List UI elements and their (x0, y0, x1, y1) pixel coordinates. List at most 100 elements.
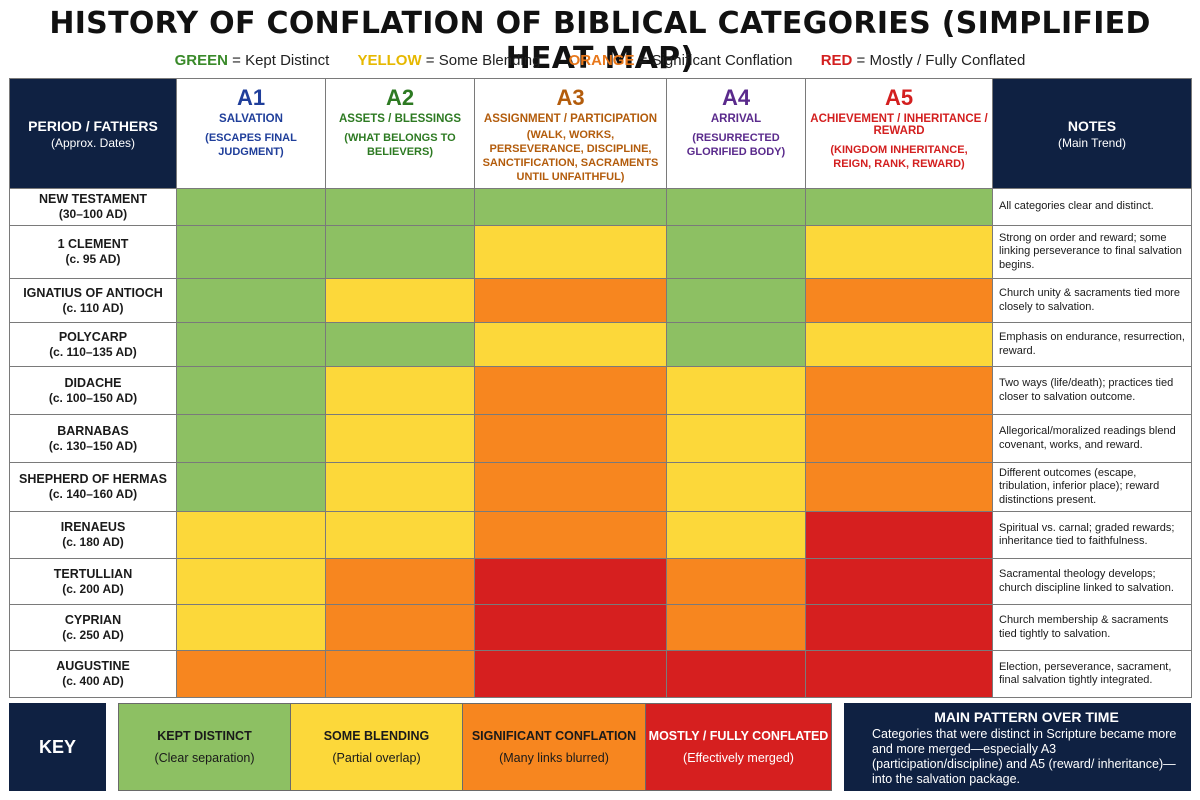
heat-cell-a2 (325, 225, 475, 279)
heat-cell-a1 (176, 558, 326, 605)
heat-cell-a4 (666, 558, 806, 605)
heat-cell-a2 (325, 650, 475, 698)
heat-cell-a5 (805, 322, 993, 367)
category-name: ASSETS / BLESSINGS (338, 113, 462, 125)
heat-cell-a5 (805, 188, 993, 226)
heat-cell-a2 (325, 604, 475, 651)
legend-item-red: RED = Mostly / Fully Conflated (820, 52, 1026, 69)
heat-cell-a3 (474, 366, 667, 415)
heat-cell-a4 (666, 366, 806, 415)
heat-cell-a4 (666, 414, 806, 463)
category-description: (ESCAPES FINAL JUDGMENT) (205, 132, 297, 158)
heat-cell-a1 (176, 604, 326, 651)
row-note: Election, perseverance, sacrament, final… (992, 650, 1192, 698)
period-date: (c. 200 AD) (62, 581, 124, 596)
row-label: IRENAEUS (c. 180 AD) (9, 511, 177, 559)
category-name: ASSIGNMENT / PARTICIPATION (483, 113, 658, 125)
row-label: SHEPHERD OF HERMAS (c. 140–160 AD) (9, 462, 177, 512)
period-header: PERIOD / FATHERS (Approx. Dates) (9, 78, 177, 189)
heat-cell-a3 (474, 225, 667, 279)
table-row: BARNABAS (c. 130–150 AD) Allegorical/moral… (9, 414, 1192, 463)
table-row: DIDACHE (c. 100–150 AD) Two ways (life/dea… (9, 366, 1192, 415)
legend-word: RED (820, 52, 853, 69)
category-code: A4 (721, 85, 751, 110)
category-name: ACHIEVEMENT / INHERITANCE / REWARD (810, 113, 988, 137)
row-label: BARNABAS (c. 130–150 AD) (9, 414, 177, 463)
period-date: (c. 400 AD) (62, 674, 124, 688)
column-header-a1: A1 SALVATION (ESCAPES FINAL JUDGMENT) (176, 78, 326, 189)
category-code: A3 (556, 85, 585, 110)
legend-item-green: GREEN = Kept Distinct (174, 52, 330, 69)
column-header-a2: A2 ASSETS / BLESSINGS (WHAT BELONGS TO B… (325, 78, 475, 189)
heat-cell-a2 (325, 322, 475, 367)
period-date: (c. 100–150 AD) (48, 390, 138, 405)
key-mostly-fully-conflated: MOSTLY / FULLY CONFLATED (Effectively me… (645, 703, 832, 791)
heat-cell-a4 (666, 511, 806, 559)
legend-word: ORANGE (568, 52, 635, 69)
column-header-a4: A4 ARRIVAL (RESURRECTED GLORIFIED BODY) (666, 78, 806, 189)
heat-cell-a5 (805, 604, 993, 651)
category-code: A1 (236, 85, 266, 110)
heat-cell-a2 (325, 366, 475, 415)
heat-cell-a3 (474, 278, 667, 323)
heat-cell-a1 (176, 650, 326, 698)
legend-word: YELLOW (357, 52, 422, 69)
period-name: POLYCARP (58, 329, 128, 344)
heat-cell-a4 (666, 462, 806, 512)
heat-cell-a2 (325, 188, 475, 226)
heat-cell-a1 (176, 188, 326, 226)
heat-cell-a1 (176, 322, 326, 367)
row-note: Two ways (life/death); practices tied cl… (992, 366, 1192, 415)
heat-cell-a5 (805, 462, 993, 512)
row-label: NEW TESTAMENT (30–100 AD) (9, 188, 177, 226)
period-name: CYPRIAN (64, 612, 122, 627)
category-code: A2 (385, 85, 415, 110)
heatmap-table: PERIOD / FATHERS (Approx. Dates) A1 SALV… (9, 78, 1192, 698)
period-date: (c. 110–135 AD) (49, 344, 137, 359)
heat-cell-a1 (176, 225, 326, 279)
table-row: AUGUSTINE (c. 400 AD) Election, perseveran… (9, 650, 1192, 698)
heat-cell-a3 (474, 462, 667, 512)
key-bar: KEY KEPT DISTINCT (Clear separation) SOM… (9, 703, 1191, 791)
heat-cell-a4 (666, 322, 806, 367)
period-name: NEW TESTAMENT (38, 192, 148, 206)
table-row: CYPRIAN (c. 250 AD) Church membership & sa… (9, 604, 1192, 651)
heat-cell-a5 (805, 366, 993, 415)
color-legend: GREEN = Kept Distinct YELLOW = Some Blen… (0, 52, 1200, 69)
table-row: IGNATIUS OF ANTIOCH (c. 110 AD) Church uni… (9, 278, 1192, 323)
row-label: CYPRIAN (c. 250 AD) (9, 604, 177, 651)
heat-cell-a5 (805, 278, 993, 323)
heat-cell-a3 (474, 322, 667, 367)
row-label: AUGUSTINE (c. 400 AD) (9, 650, 177, 698)
heat-cell-a3 (474, 650, 667, 698)
period-name: TERTULLIAN (53, 566, 133, 581)
heat-cell-a5 (805, 558, 993, 605)
heat-cell-a1 (176, 278, 326, 323)
period-date: (c. 95 AD) (65, 252, 121, 266)
category-code: A5 (884, 85, 914, 110)
row-note: Emphasis on endurance, resurrection, rew… (992, 322, 1192, 367)
period-name: 1 CLEMENT (57, 237, 129, 251)
main-pattern-box: MAIN PATTERN OVER TIME Categories that w… (844, 703, 1191, 791)
category-description: (WALK, WORKS, PERSEVERANCE, DISCIPLINE, … (482, 129, 659, 183)
heat-cell-a4 (666, 650, 806, 698)
category-description: (KINGDOM INHERITANCE, REIGN, RANK, REWAR… (830, 144, 968, 170)
key-label: KEY (9, 703, 106, 791)
heat-cell-a5 (805, 650, 993, 698)
heat-cell-a1 (176, 462, 326, 512)
heat-cell-a1 (176, 511, 326, 559)
category-name: SALVATION (219, 113, 283, 125)
legend-item-orange: ORANGE = Significant Conflation (568, 52, 793, 69)
heat-cell-a2 (325, 558, 475, 605)
notes-header: NOTES (Main Trend) (992, 78, 1192, 189)
header-row: PERIOD / FATHERS (Approx. Dates) A1 SALV… (9, 78, 1192, 189)
category-description: (WHAT BELONGS TO BELIEVERS) (344, 132, 456, 158)
table-row: TERTULLIAN (c. 200 AD) Sacramental theolog… (9, 558, 1192, 605)
row-note: Different outcomes (escape, tribulation,… (992, 462, 1192, 512)
row-note: All categories clear and distinct. (992, 188, 1192, 226)
category-name: ARRIVAL (710, 113, 762, 125)
row-label: IGNATIUS OF ANTIOCH (c. 110 AD) (9, 278, 177, 323)
heat-cell-a3 (474, 604, 667, 651)
period-date: (c. 130–150 AD) (48, 438, 138, 453)
heat-cell-a4 (666, 225, 806, 279)
